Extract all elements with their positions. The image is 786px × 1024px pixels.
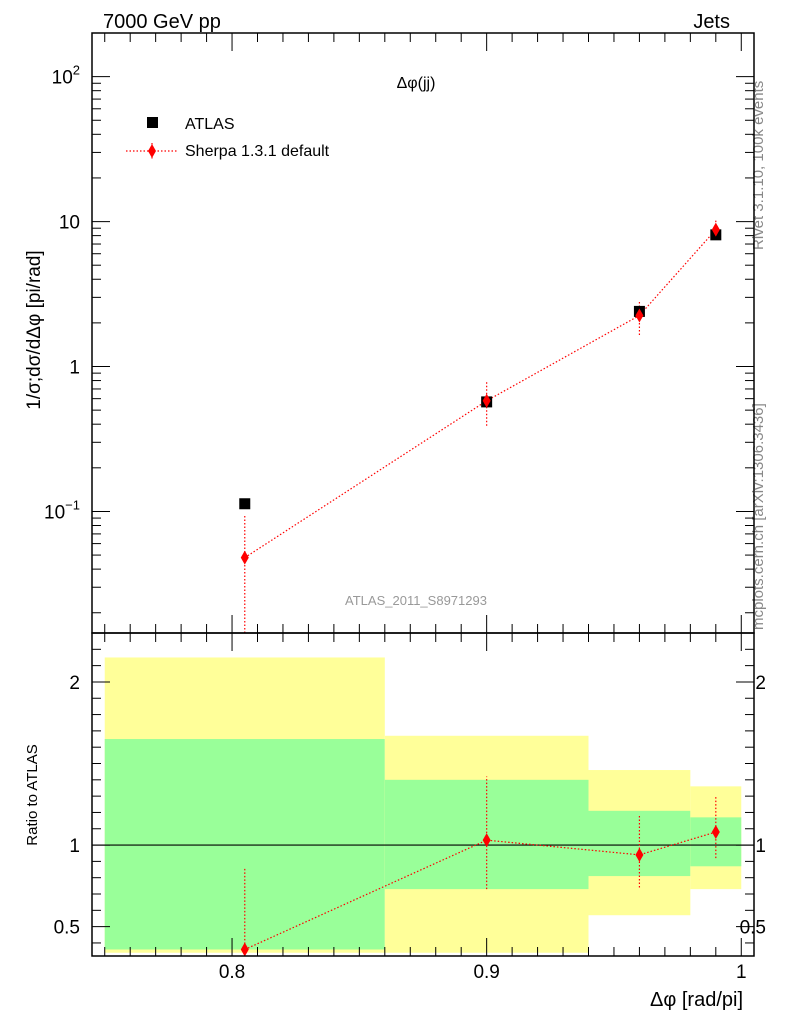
- sherpa-ratio-point: [482, 833, 491, 848]
- side-text-top: Rivet 3.1.10, 100k events: [750, 81, 767, 250]
- ratio-band-inner: [690, 817, 742, 867]
- ratio-xtick-label: 1: [736, 962, 747, 983]
- sherpa-ratio-point: [711, 825, 720, 840]
- sherpa-ratio-point: [240, 942, 249, 957]
- sherpa-ratio-point: [635, 847, 644, 862]
- mc-line-main-path: [244, 229, 717, 559]
- sherpa-data-point: [635, 308, 644, 323]
- ratio-panel: 2 2 1 1 0.5 0.5 0.8 0.9 1 Ratio to ATLAS Δφ [rad…: [24, 632, 766, 1011]
- legend: ATLAS Sherpa 1.3.1 default: [126, 116, 330, 160]
- main-ytick-label: 1: [69, 358, 80, 379]
- legend-label-atlas: ATLAS: [185, 116, 235, 133]
- main-ytick-label: 102: [52, 63, 80, 89]
- ratio-tick-labels: 2 2 1 1 0.5 0.5 0.8 0.9 1: [54, 673, 766, 983]
- ratio-ytick-label-right: 2: [755, 673, 766, 694]
- main-ytick-label: 10: [59, 213, 80, 234]
- mc-line-ratio-path: [244, 831, 716, 951]
- legend-marker-sherpa: [148, 144, 156, 158]
- header-left: 7000 GeV pp: [103, 11, 221, 33]
- ratio-ytick-label-left: 0.5: [54, 918, 80, 939]
- sherpa-data-point: [711, 222, 720, 237]
- main-tick-labels: 102 10 1 10−1: [44, 63, 80, 524]
- mc-line-main: [244, 229, 717, 559]
- header-right: Jets: [693, 11, 730, 33]
- main-data-points: [239, 222, 722, 565]
- ratio-ytick-label-left: 2: [69, 673, 80, 694]
- mc-error-bars-main: [244, 220, 717, 633]
- sherpa-data-point: [240, 550, 249, 565]
- side-text-bottom: mcplots.cern.ch [arXiv:1306.3436]: [750, 403, 767, 630]
- ratio-ylabel: Ratio to ATLAS: [24, 744, 41, 845]
- mc-line-ratio: [244, 831, 716, 951]
- ratio-xtick-label: 0.9: [473, 962, 499, 983]
- ratio-frame: [91, 632, 755, 957]
- xlabel: Δφ [rad/pi]: [650, 989, 743, 1011]
- ratio-xtick-label: 0.8: [219, 962, 245, 983]
- main-axis-ticks: [92, 32, 754, 633]
- analysis-id: ATLAS_2011_S8971293: [345, 593, 487, 608]
- ratio-data-points: [240, 825, 720, 957]
- legend-label-sherpa: Sherpa 1.3.1 default: [185, 143, 330, 160]
- ratio-axis-ticks: [92, 633, 754, 956]
- ratio-ytick-label-right: 1: [755, 836, 766, 857]
- ratio-uncertainty-bands: [104, 657, 742, 953]
- main-panel: Δφ(jj) 1/σ;dσ/dΔφ [pi/rad] ATLAS_2011_S8…: [24, 32, 755, 634]
- atlas-data-point: [239, 498, 251, 510]
- ratio-ytick-label-left: 1: [69, 836, 80, 857]
- legend-marker-atlas: [147, 117, 158, 128]
- main-ytick-label: 10−1: [44, 497, 80, 523]
- main-title: Δφ(jj): [397, 75, 436, 92]
- sherpa-data-point: [482, 393, 491, 408]
- main-ylabel: 1/σ;dσ/dΔφ [pi/rad]: [24, 250, 45, 409]
- ratio-ytick-label-right: 0.5: [740, 918, 766, 939]
